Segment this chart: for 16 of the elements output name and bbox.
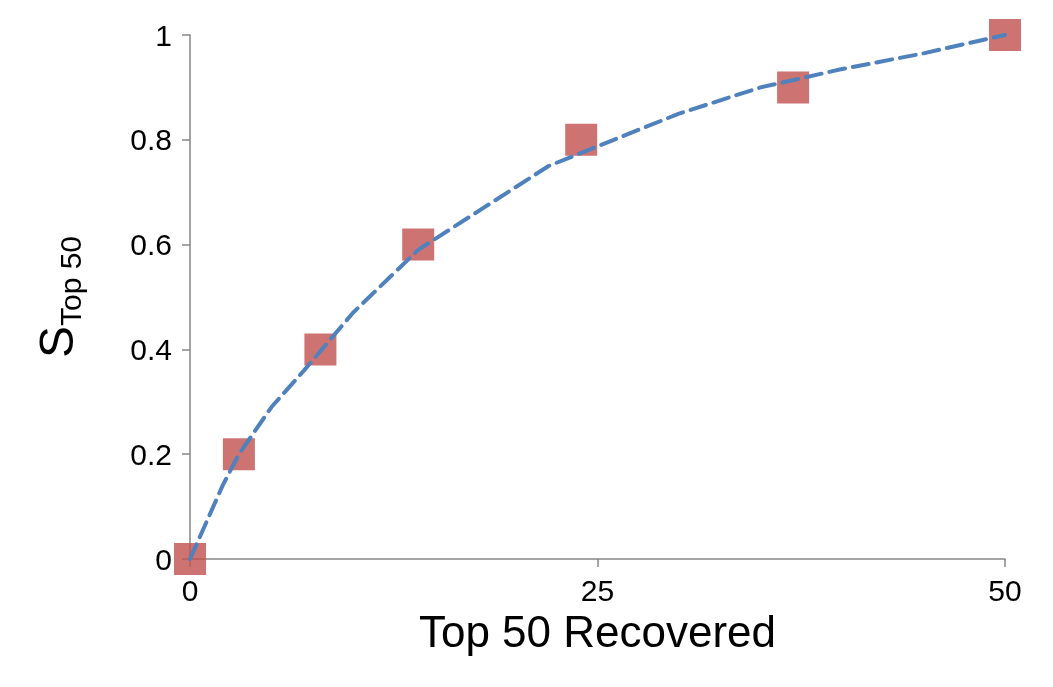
y-tick-label: 0.6: [130, 228, 172, 262]
point: [777, 71, 810, 104]
y-tick-label: 1: [155, 18, 172, 52]
point: [174, 543, 206, 575]
x-tick-label: 25: [580, 573, 615, 607]
x-tick-label: 0: [181, 573, 199, 607]
point: [565, 123, 598, 156]
point: [402, 228, 435, 261]
y-axis-title: STop 50: [29, 235, 87, 359]
point: [989, 19, 1021, 51]
y-tick-label: 0.4: [130, 332, 172, 366]
y-tick-label: 0: [155, 542, 172, 576]
y-tick-label: 0.2: [130, 437, 172, 471]
x-tick-label: 50: [988, 573, 1022, 607]
x-axis-title: Top 50 Recovered: [418, 607, 777, 657]
y-tick-label: 0.8: [130, 123, 172, 157]
